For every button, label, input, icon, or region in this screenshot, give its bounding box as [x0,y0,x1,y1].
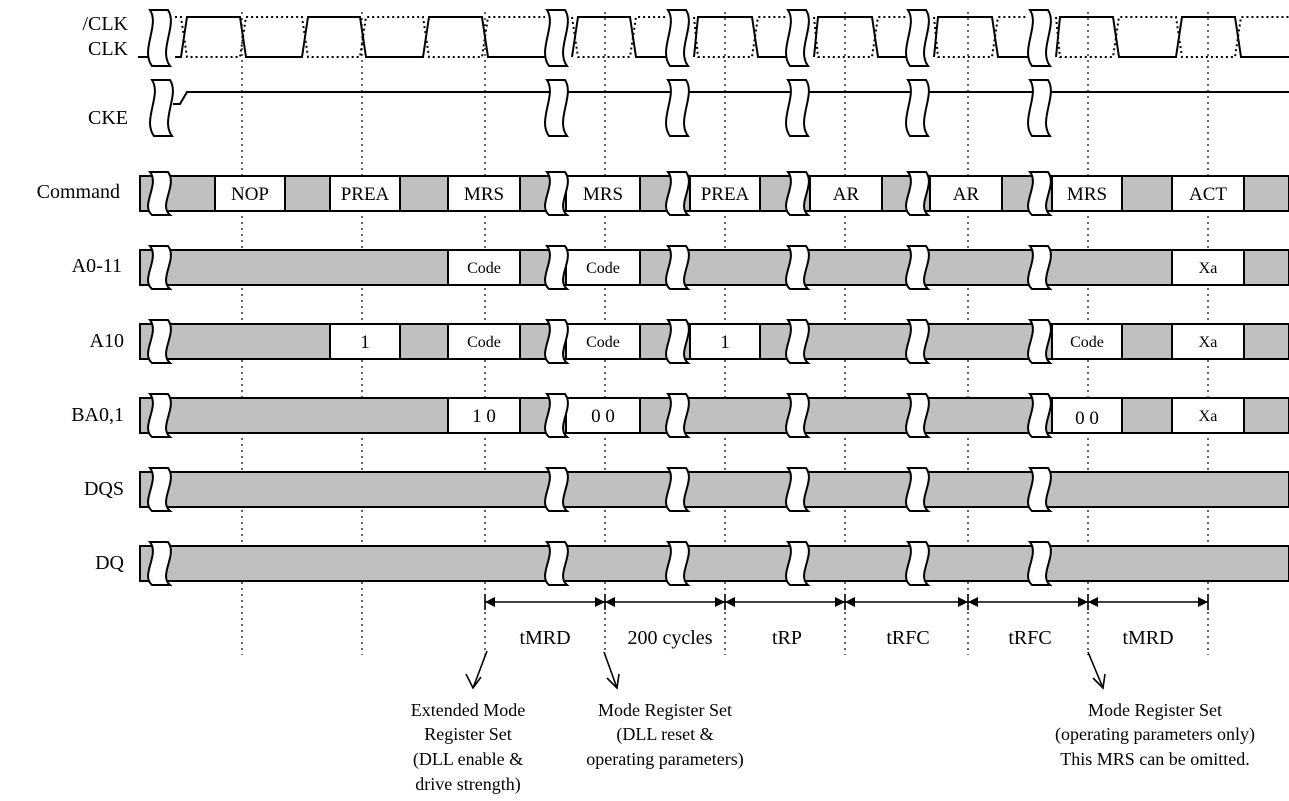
signal-label-clk: CLK [88,38,129,60]
signal-label-a10: A10 [90,330,124,352]
svg-text:Code: Code [467,334,501,351]
a0-11-cell-code: Code [565,249,641,286]
dqs-bus [139,471,1289,508]
svg-text:PREA: PREA [701,184,750,205]
a0-11-cell-xa: Xa [1171,249,1245,286]
svg-text:Code: Code [1070,334,1104,351]
dq-bus [139,545,1289,582]
signal-label-clk-bar: /CLK [82,13,128,35]
timing-label-200-cycles: 200 cycles [628,627,713,649]
svg-text:0 0: 0 0 [1075,408,1099,429]
timing-label-trp: tRP [772,627,802,649]
signal-label-a0-11: A0-11 [72,255,122,277]
ba-cell-1-0: 1 0 [447,397,521,434]
timing-arrows [484,594,1209,610]
svg-text:AR: AR [833,184,860,205]
timing-labels: tMRD 200 cycles tRP tRFC tRFC tMRD [519,627,1173,649]
timing-label-tmrd: tMRD [519,627,570,649]
signal-labels: /CLK CLK CKE Command A0-11 A10 BA0,1 DQS… [37,13,129,574]
signal-label-cke: CKE [88,107,128,129]
svg-text:(DLL reset &: (DLL reset & [616,724,713,745]
a0-11-cell-code: Code [447,249,521,286]
svg-text:Xa: Xa [1199,334,1218,351]
svg-text:1 0: 1 0 [472,406,496,427]
a10-cell-xa: Xa [1171,323,1245,360]
svg-text:Extended Mode: Extended Mode [411,700,525,720]
clk-waveform [138,16,1289,58]
command-cell-prea: PREA [689,175,761,212]
svg-text:Code: Code [586,334,620,351]
a10-cell-1: 1 [329,323,401,360]
svg-text:drive strength): drive strength) [415,774,520,795]
command-bus: NOP PREA MRS MRS PREA AR AR MRS [139,175,1289,212]
svg-text:operating parameters): operating parameters) [586,749,743,770]
note-mode-register-set-operating: Mode Register Set (operating parameters … [1055,700,1255,769]
svg-text:Code: Code [467,260,501,277]
a10-cell-code: Code [565,323,641,360]
svg-text:ACT: ACT [1189,184,1227,205]
command-cell-act: ACT [1171,175,1245,212]
signal-label-ba: BA0,1 [71,404,124,426]
svg-text:(operating parameters only): (operating parameters only) [1055,724,1255,745]
svg-text:0 0: 0 0 [591,406,615,427]
note-extended-mode-register-set: Extended Mode Register Set (DLL enable &… [411,700,525,795]
svg-text:1: 1 [720,332,730,353]
svg-text:1: 1 [360,332,370,353]
svg-text:(DLL enable &: (DLL enable & [413,749,523,770]
timing-label-trfc: tRFC [886,627,929,649]
svg-text:Xa: Xa [1199,260,1218,277]
svg-text:This MRS can be omitted.: This MRS can be omitted. [1060,749,1249,769]
cke-waveform [173,91,1289,105]
note-mode-register-set-dll-reset: Mode Register Set (DLL reset & operating… [586,700,743,770]
ba-cell-xa: Xa [1171,397,1245,434]
signal-label-dq: DQ [95,552,124,574]
ba-bus: 1 0 0 0 0 0 Xa [139,397,1289,434]
time-break-markers [147,9,1053,586]
command-cell-ar: AR [809,175,883,212]
svg-text:NOP: NOP [231,184,269,205]
svg-text:Register Set: Register Set [424,724,512,744]
command-cell-mrs: MRS [1051,175,1123,212]
command-cell-nop: NOP [214,175,286,212]
ba-cell-0-0: 0 0 [1051,397,1123,434]
svg-text:MRS: MRS [464,184,504,205]
signal-label-command: Command [37,181,120,203]
a0-11-bus: Code Code Xa [139,249,1289,286]
a10-cell-code: Code [447,323,521,360]
command-cell-mrs: MRS [447,175,521,212]
command-cell-prea: PREA [329,175,401,212]
timing-label-tmrd: tMRD [1122,627,1173,649]
a10-cell-1: 1 [689,323,761,360]
a10-bus: 1 Code Code 1 Code Xa [139,323,1289,360]
svg-text:MRS: MRS [1067,184,1107,205]
svg-text:AR: AR [953,184,980,205]
svg-text:MRS: MRS [583,184,623,205]
timing-label-trfc: tRFC [1008,627,1051,649]
command-cell-mrs: MRS [565,175,641,212]
signal-label-dqs: DQS [84,478,124,500]
svg-text:Mode Register Set: Mode Register Set [598,700,732,720]
svg-text:Xa: Xa [1199,408,1218,425]
a10-cell-code: Code [1051,323,1123,360]
svg-text:PREA: PREA [341,184,390,205]
svg-text:Code: Code [586,260,620,277]
ba-cell-0-0: 0 0 [565,397,641,434]
svg-text:Mode Register Set: Mode Register Set [1088,700,1222,720]
command-cell-ar: AR [929,175,1003,212]
callout-arrows [465,650,1106,690]
